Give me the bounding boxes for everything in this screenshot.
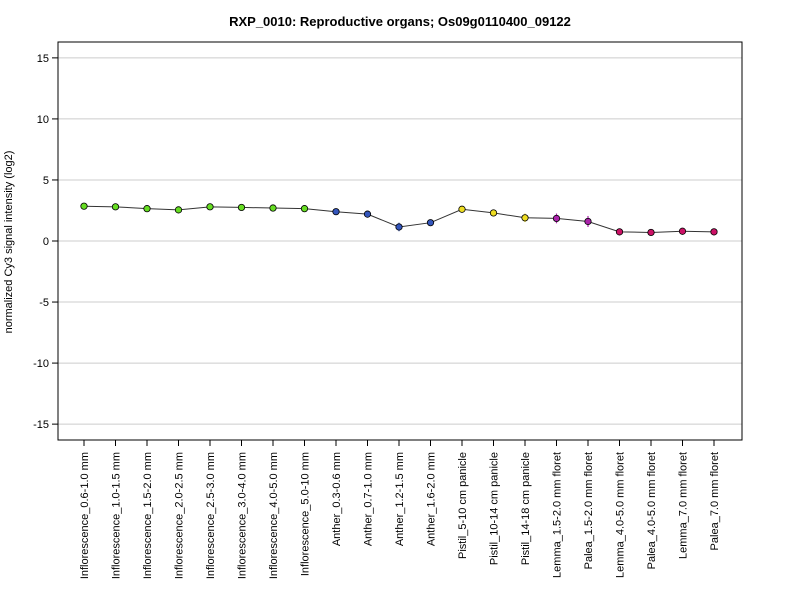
x-tick-label: Pistil_14-18 cm panicle (520, 452, 532, 565)
x-tick-label: Inflorescence_1.0-1.5 mm (111, 452, 123, 579)
data-point (395, 223, 403, 231)
y-axis: -15 -10 -5 0 5 10 15 (33, 53, 58, 431)
data-point (552, 214, 561, 223)
x-tick-label: Lemma_4.0-5.0 mm floret (615, 452, 627, 578)
x-tick-label: Anther_1.6-2.0 mm (426, 452, 438, 546)
x-tick-label: Inflorescence_4.0-5.0 mm (268, 452, 280, 579)
x-tick-label: Anther_1.2-1.5 mm (394, 452, 406, 546)
x-tick-label: Pistil_10-14 cm panicle (489, 452, 501, 565)
x-tick-label: Palea_7.0 mm floret (709, 452, 721, 550)
data-point (206, 203, 214, 211)
data-point (521, 214, 529, 222)
chart-title: RXP_0010: Reproductive organs; Os09g0110… (229, 14, 571, 29)
data-points (80, 202, 718, 237)
data-point (80, 202, 88, 210)
y-tick-label: -10 (33, 358, 49, 370)
y-axis-label: normalized Cy3 signal intensity (log2) (3, 151, 15, 334)
data-point (710, 228, 718, 236)
x-tick-label: Lemma_7.0 mm floret (678, 452, 690, 559)
data-point (426, 219, 435, 227)
x-tick-label: Inflorescence_1.5-2.0 mm (142, 452, 154, 579)
data-point (237, 203, 246, 212)
data-point (332, 208, 340, 216)
data-point (458, 205, 466, 213)
x-tick-label: Anther_0.3-0.6 mm (331, 452, 343, 546)
data-point (111, 203, 120, 211)
data-point (584, 217, 592, 226)
x-tick-label: Inflorescence_2.0-2.5 mm (174, 452, 186, 579)
data-point (143, 205, 151, 213)
data-point (647, 228, 655, 237)
x-tick-label: Inflorescence_0.6-1.0 mm (79, 452, 91, 579)
y-tick-label: 15 (37, 53, 49, 65)
x-tick-label: Lemma_1.5-2.0 mm floret (552, 452, 564, 578)
data-point (363, 210, 372, 218)
data-point (174, 206, 183, 214)
data-point (615, 228, 624, 236)
data-point (678, 227, 687, 235)
x-tick-label: Pistil_5-10 cm panicle (457, 452, 469, 559)
y-tick-label: 5 (43, 175, 49, 187)
y-tick-label: -15 (33, 419, 49, 431)
x-tick-label: Inflorescence_3.0-4.0 mm (237, 452, 249, 579)
y-tick-label: 10 (37, 114, 49, 126)
y-tick-label: -5 (39, 297, 49, 309)
x-tick-label: Palea_1.5-2.0 mm floret (583, 452, 595, 569)
x-axis: Inflorescence_0.6-1.0 mm Inflorescence_1.… (79, 440, 721, 579)
x-tick-label: Palea_4.0-5.0 mm floret (646, 452, 658, 569)
x-tick-label: Inflorescence_2.5-3.0 mm (205, 452, 217, 579)
gridlines (58, 57, 742, 425)
y-tick-label: 0 (43, 236, 49, 248)
data-point (489, 209, 498, 217)
data-point (300, 205, 309, 213)
x-tick-label: Inflorescence_5.0-10 mm (300, 452, 312, 576)
x-tick-label: Anther_0.7-1.0 mm (363, 452, 375, 546)
data-point (269, 204, 277, 212)
